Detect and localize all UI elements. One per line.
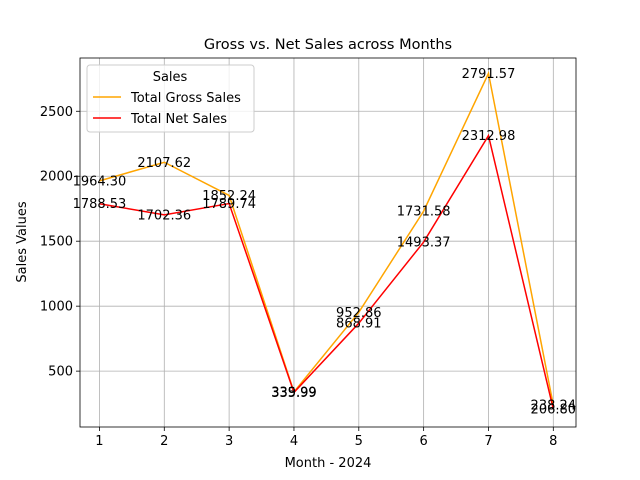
axis-ticks: 1 2 3 4 5 6 7 8 500 1000 1500 2000 2500 [40, 105, 558, 449]
y-tick-label: 1500 [40, 235, 73, 250]
x-tick-label: 2 [160, 434, 168, 449]
net-data-label: 1702.36 [137, 208, 191, 223]
y-tick-label: 2000 [40, 170, 73, 185]
net-sales-line [99, 133, 555, 410]
x-tick-label: 7 [484, 434, 492, 449]
x-tick-label: 8 [549, 434, 557, 449]
net-data-label: 1493.37 [397, 236, 451, 251]
x-tick-label: 3 [225, 434, 233, 449]
legend-label-net: Total Net Sales [130, 112, 227, 127]
chart-title: Gross vs. Net Sales across Months [204, 37, 452, 53]
net-data-label: 206.80 [531, 403, 577, 418]
gross-data-label: 1964.30 [73, 174, 127, 189]
gross-data-label: 339.99 [271, 385, 317, 400]
legend-label-gross: Total Gross Sales [130, 91, 241, 106]
y-tick-label: 500 [48, 365, 73, 380]
net-data-label: 2312.98 [462, 129, 516, 144]
x-axis-label: Month - 2024 [285, 456, 372, 471]
legend: Sales Total Gross Sales Total Net Sales [86, 64, 255, 133]
series-lines [99, 70, 555, 410]
gross-data-label: 1852.24 [202, 189, 256, 204]
gross-sales-line [99, 70, 555, 406]
net-data-label: 1789.74 [202, 197, 256, 212]
x-tick-label: 1 [95, 434, 103, 449]
x-tick-label: 4 [290, 434, 298, 449]
net-data-label: 1788.53 [73, 197, 127, 212]
net-data-label: 868.91 [336, 317, 382, 332]
gross-data-label: 952.86 [336, 306, 382, 321]
gross-data-label: 2107.62 [137, 156, 191, 171]
net-data-label: 335.99 [271, 386, 317, 401]
legend-box [86, 64, 255, 133]
y-tick-label: 1000 [40, 300, 73, 315]
plot-frame [79, 57, 577, 428]
data-labels: 1964.30 2107.62 1852.24 339.99 952.86 1731.58… [73, 67, 576, 418]
y-axis-label: Sales Values [15, 201, 30, 282]
gross-data-label: 238.24 [531, 399, 577, 414]
gross-data-label: 2791.57 [462, 67, 516, 82]
gross-data-label: 1731.58 [397, 205, 451, 220]
x-tick-label: 6 [419, 434, 427, 449]
legend-title: Sales [153, 70, 188, 85]
y-tick-label: 2500 [40, 105, 73, 120]
x-tick-label: 5 [355, 434, 363, 449]
